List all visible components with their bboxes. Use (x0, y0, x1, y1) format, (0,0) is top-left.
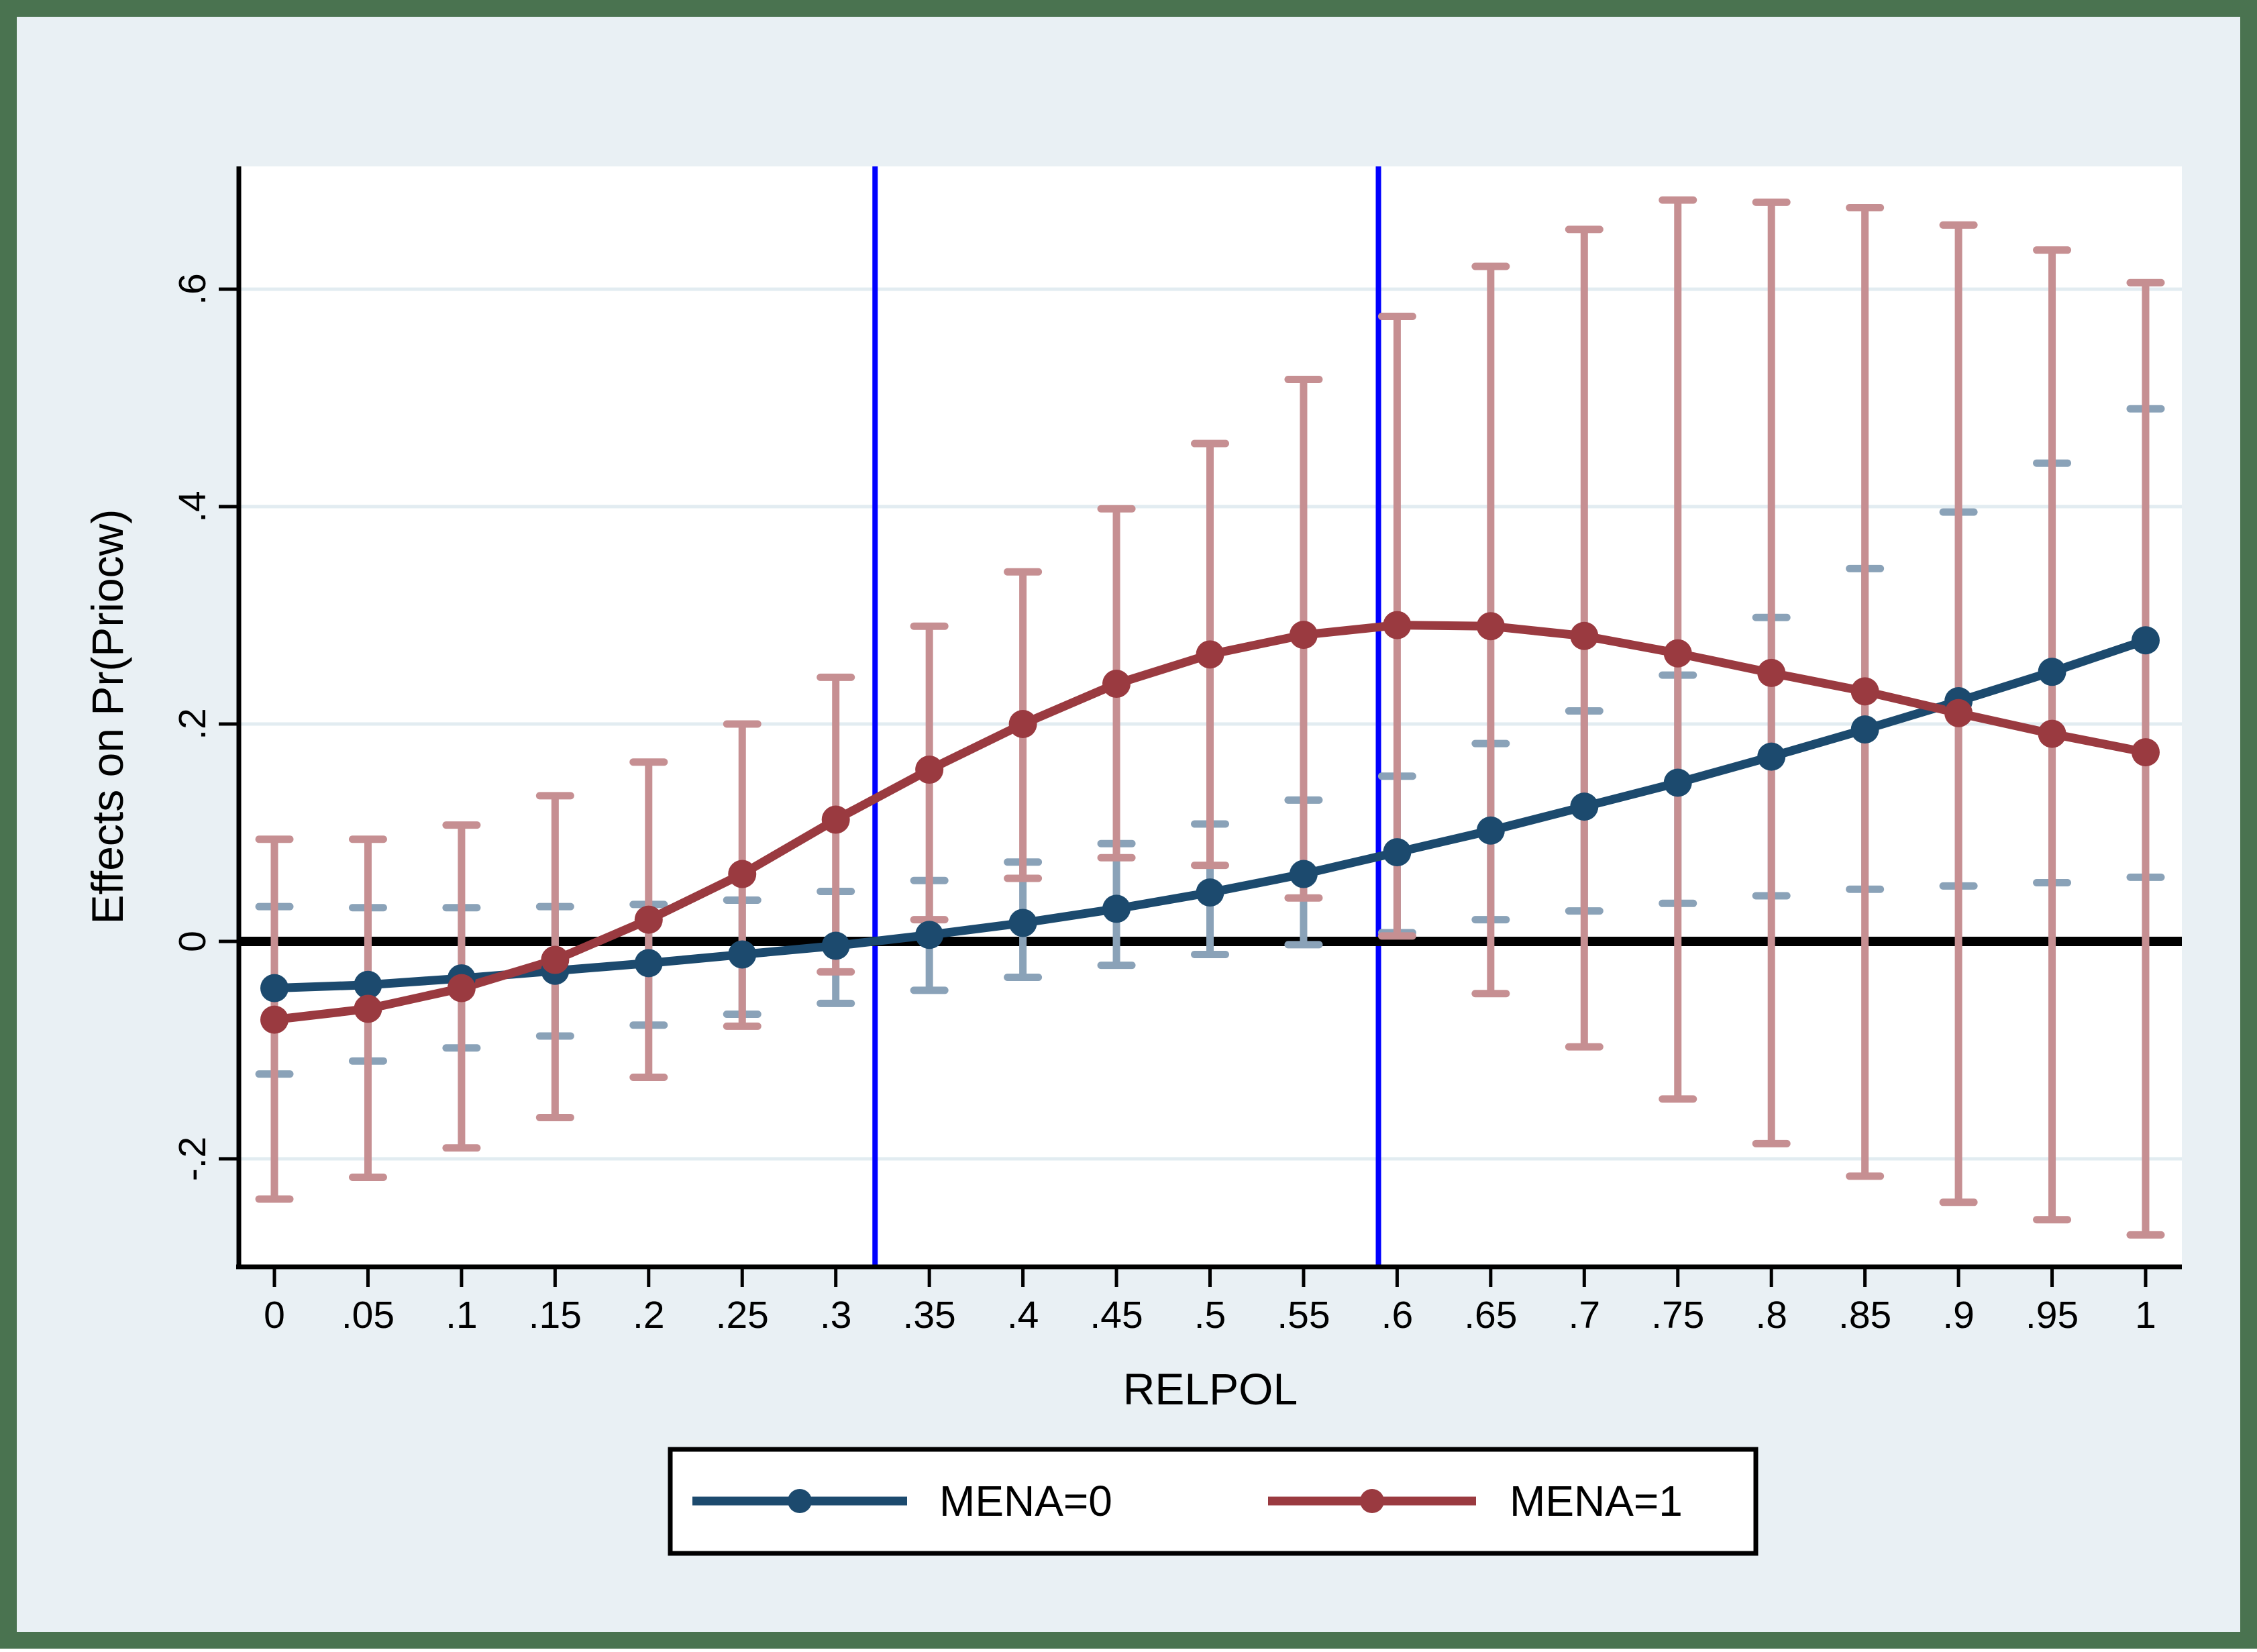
data-point-MENA=1 (260, 1005, 288, 1034)
data-point-MENA=1 (1383, 611, 1412, 639)
data-point-MENA=1 (1008, 710, 1037, 738)
y-tick-label: -.2 (171, 1137, 214, 1182)
data-point-MENA=1 (1476, 612, 1505, 641)
x-tick-label: .2 (633, 1294, 665, 1337)
x-tick-label: .8 (1755, 1294, 1787, 1337)
x-tick-label: .75 (1651, 1294, 1704, 1337)
data-point-MENA=0 (634, 949, 663, 978)
legend-marker-mena1-icon (1360, 1489, 1384, 1513)
data-point-MENA=1 (1570, 621, 1599, 650)
data-point-MENA=0 (728, 940, 757, 969)
legend-label-mena1: MENA=1 (1510, 1477, 1683, 1525)
x-tick-label: .85 (1838, 1294, 1891, 1337)
data-point-MENA=1 (1102, 670, 1131, 699)
x-tick-label: .3 (820, 1294, 852, 1337)
x-tick-label: .7 (1569, 1294, 1601, 1337)
x-tick-label: .15 (529, 1294, 582, 1337)
legend-marker-mena0-icon (788, 1489, 812, 1513)
data-point-MENA=0 (1289, 860, 1318, 888)
x-tick-label: .95 (2026, 1294, 2079, 1337)
data-point-MENA=1 (1289, 621, 1318, 650)
data-point-MENA=0 (2038, 658, 2066, 686)
data-point-MENA=0 (2132, 626, 2160, 655)
data-point-MENA=0 (1476, 816, 1505, 845)
data-point-MENA=1 (728, 860, 757, 888)
x-tick-label: .6 (1381, 1294, 1414, 1337)
x-tick-label: .05 (342, 1294, 395, 1337)
data-point-MENA=1 (1663, 639, 1692, 668)
x-tick-label: .65 (1464, 1294, 1517, 1337)
data-point-MENA=1 (915, 756, 944, 784)
data-point-MENA=0 (1850, 715, 1879, 744)
x-axis-title: RELPOL (1123, 1364, 1298, 1414)
data-point-MENA=1 (541, 945, 570, 974)
data-point-MENA=1 (1196, 640, 1224, 669)
data-point-MENA=1 (2132, 738, 2160, 767)
x-tick-label: .5 (1194, 1294, 1226, 1337)
data-point-MENA=1 (354, 994, 382, 1023)
y-axis-title: Effects on Pr(Priocw) (83, 509, 132, 925)
data-point-MENA=0 (1102, 894, 1131, 923)
data-point-MENA=1 (821, 805, 850, 834)
data-point-MENA=0 (1383, 838, 1412, 867)
data-point-MENA=1 (1757, 658, 1786, 687)
data-point-MENA=0 (1663, 768, 1692, 797)
data-point-MENA=0 (1757, 742, 1786, 771)
x-tick-label: .1 (445, 1294, 478, 1337)
x-tick-label: 0 (264, 1294, 285, 1337)
data-point-MENA=0 (915, 921, 944, 949)
y-tick-label: .4 (171, 491, 214, 523)
x-tick-label: .25 (716, 1294, 769, 1337)
x-tick-label: .45 (1090, 1294, 1143, 1337)
legend-label-mena0: MENA=0 (939, 1477, 1112, 1525)
data-point-MENA=1 (1850, 677, 1879, 706)
data-point-MENA=1 (634, 905, 663, 934)
legend: MENA=0 MENA=1 (668, 1447, 1759, 1556)
y-tick-label: 0 (171, 931, 214, 952)
x-tick-label: 1 (2135, 1294, 2156, 1337)
data-point-MENA=1 (447, 974, 476, 1002)
data-point-MENA=0 (260, 974, 288, 1002)
data-point-MENA=0 (821, 931, 850, 960)
x-tick-label: .55 (1277, 1294, 1330, 1337)
plot-content: .6 .4 .2 0 -.2 0 .05 .1 .15 .2 .25 .3 .35 .4 .45 .5 .55.… (171, 166, 2182, 1337)
data-point-MENA=0 (354, 970, 382, 999)
x-tick-label: .9 (1942, 1294, 1975, 1337)
data-point-MENA=0 (1196, 878, 1224, 907)
x-tick-label: .35 (903, 1294, 956, 1337)
data-point-MENA=1 (1944, 699, 1973, 727)
y-tick-label: .2 (171, 708, 214, 740)
x-tick-label: .4 (1007, 1294, 1039, 1337)
y-tick-label: .6 (171, 273, 214, 305)
data-point-MENA=0 (1008, 909, 1037, 937)
data-point-MENA=1 (2038, 719, 2066, 748)
data-point-MENA=0 (1570, 792, 1599, 821)
